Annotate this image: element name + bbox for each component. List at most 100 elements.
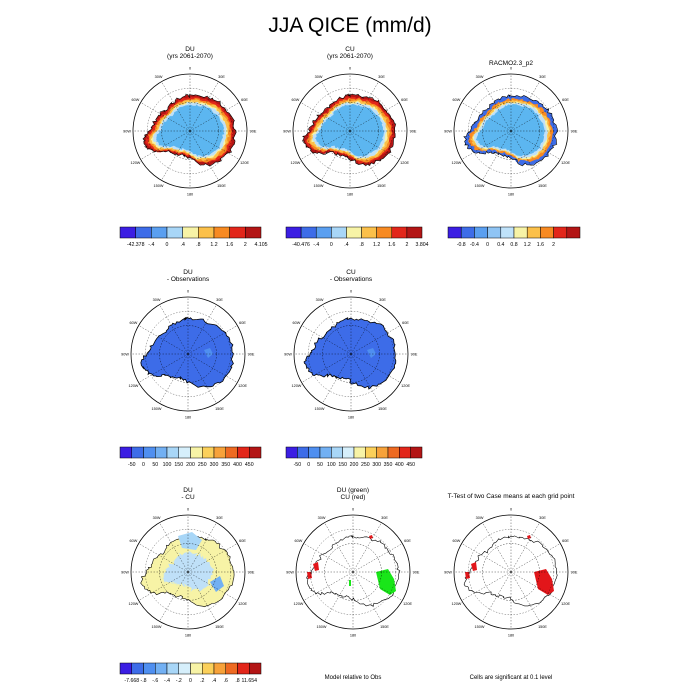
panel-title-line1: DU <box>185 46 195 53</box>
longitude-label: 150E <box>538 625 547 629</box>
longitude-label: 0 <box>352 508 354 512</box>
colorbar-cu: -40.476 -.4 0 .4 .8 1.2 1.6 2 3.804 <box>284 226 429 257</box>
graticule: 0 30E 60E 90E 120E 150E 180 150W 120W 90W 60W 30W <box>123 67 257 197</box>
longitude-label: 150E <box>378 407 387 411</box>
colorbar-swatch <box>391 226 408 239</box>
longitude-label: 60W <box>132 98 140 102</box>
colorbar-tick-label: -.8 <box>140 678 146 684</box>
longitude-label: 0 <box>349 67 351 71</box>
colorbar-swatch <box>202 446 215 459</box>
longitude-label: 120E <box>240 161 249 165</box>
longitude-label: 150E <box>380 625 389 629</box>
longitude-label: 120W <box>291 384 301 388</box>
longitude-label: 120W <box>451 602 461 606</box>
polar-map: 0 30E 60E 90E 120E 150E 180 150W 120W 90W 60W 30W <box>121 508 255 638</box>
panel-title-line2: - Observations <box>329 275 373 283</box>
colorbar-swatch <box>399 446 411 459</box>
colorbar-tick-label: .4 <box>212 678 216 684</box>
polar-map: 0 30E 60E 90E 120E 150E 180 150W 120W 90W 60W 30W <box>123 67 257 197</box>
colorbar-swatch <box>178 662 191 675</box>
longitude-label: 30W <box>316 298 324 302</box>
colorbar-swatch <box>151 226 168 239</box>
longitude-label: 90W <box>283 130 291 134</box>
longitude-label: 30E <box>216 516 223 520</box>
colorbar-cu-obs: -50 0 50 100 150 200 250 300 350 400 450 <box>284 446 424 477</box>
colorbar-swatch <box>225 662 238 675</box>
significance-patch <box>349 580 351 586</box>
colorbar-swatch <box>285 226 302 239</box>
longitude-label: 90E <box>571 571 578 575</box>
longitude-label: 60E <box>402 321 409 325</box>
colorbar-tick-label: 1.6 <box>226 242 233 248</box>
colorbar-tick-label: 2 <box>405 242 408 248</box>
colorbar-tick-label: .6 <box>224 678 228 684</box>
meridian-line <box>159 522 189 573</box>
colorbar-tick-label: 450 <box>245 462 254 468</box>
colorbar-swatch <box>182 226 199 239</box>
longitude-label: 120W <box>451 161 461 165</box>
longitude-label: 120E <box>400 161 409 165</box>
colorbar-swatch <box>178 446 191 459</box>
longitude-label: 180 <box>508 634 514 638</box>
longitude-label: 90W <box>284 353 292 357</box>
ducu-blue-patch <box>178 532 202 550</box>
meridian-line <box>510 522 540 573</box>
longitude-label: 150W <box>154 184 164 188</box>
colorbar-swatch <box>460 226 475 239</box>
colorbar-swatch <box>308 446 321 459</box>
graticule: 0 30E 60E 90E 120E 150E 180 150W 120W 90W 60W 30W <box>121 508 255 638</box>
polar-map: 0 30E 60E 90E 120E 150E 180 150W 120W 90W 60W 30W <box>444 67 578 197</box>
diff-patch <box>204 348 213 358</box>
graticule: 0 30E 60E 90E 120E 150E 180 150W 120W 90W 60W 30W <box>286 508 420 638</box>
colorbar-swatch <box>202 662 215 675</box>
colorbar-swatch <box>131 446 144 459</box>
longitude-label: 180 <box>187 193 193 197</box>
colorbar-swatch <box>249 662 262 675</box>
panel-title-line2: - CU <box>181 493 195 501</box>
colorbar-swatch <box>300 226 317 239</box>
colorbar-swatch <box>319 446 332 459</box>
colorbar-tick-label: 0.8 <box>510 242 517 248</box>
colorbar-swatch <box>500 226 515 239</box>
colorbar-swatch <box>143 446 156 459</box>
colorbar-swatch <box>315 226 332 239</box>
colorbar-tick-label: 3.804 <box>416 242 429 248</box>
colorbar-swatch <box>553 226 568 239</box>
significance-patch <box>369 535 373 539</box>
colorbar-tick-label: 0 <box>166 242 169 248</box>
map-boundary-circle <box>292 73 408 189</box>
longitude-label: 30W <box>155 75 163 79</box>
longitude-label: 30W <box>476 516 484 520</box>
longitude-label: 90E <box>411 353 418 357</box>
colorbar-tick-label: 2 <box>552 242 555 248</box>
longitude-label: 180 <box>347 193 353 197</box>
meridian-line <box>189 81 219 132</box>
panel-title: DU (green) CU (red) <box>283 487 423 501</box>
panel-title: T-Test of two Case means at each grid po… <box>431 493 591 501</box>
colorbar-tick-label: 1.6 <box>388 242 395 248</box>
panel-title-line1: CU <box>346 269 356 276</box>
meridian-line <box>352 522 382 573</box>
panel-title-line2: CU (red) <box>340 493 366 501</box>
colorbar-tick-label: 4.105 <box>255 242 268 248</box>
colorbar-tick-label: 0 <box>189 678 192 684</box>
longitude-label: 120E <box>403 602 412 606</box>
significance-patch <box>471 562 477 571</box>
graticule: 0 30E 60E 90E 120E 150E 180 150W 120W 90W 60W 30W <box>284 290 418 420</box>
colorbar-tick-label: 400 <box>395 462 404 468</box>
meridian-line <box>352 571 382 622</box>
colorbar-tick-label: .4 <box>344 242 348 248</box>
colorbar-tick-label: -50 <box>128 462 136 468</box>
longitude-label: 60W <box>130 539 138 543</box>
longitude-label: 120E <box>561 161 570 165</box>
longitude-label: 60W <box>293 321 301 325</box>
longitude-label: 180 <box>350 634 356 638</box>
colorbar-swatch <box>143 662 156 675</box>
colorbar-svg: -42.378 -.4 0 .4 .8 1.2 1.6 2 4.105 <box>119 226 268 248</box>
colorbar-tick-label: -.4 <box>313 242 319 248</box>
meridian-line <box>138 543 189 573</box>
colorbar-tick-label: 300 <box>372 462 381 468</box>
colorbar-swatch <box>225 446 238 459</box>
longitude-label: 0 <box>189 67 191 71</box>
meridian-line <box>138 353 189 383</box>
